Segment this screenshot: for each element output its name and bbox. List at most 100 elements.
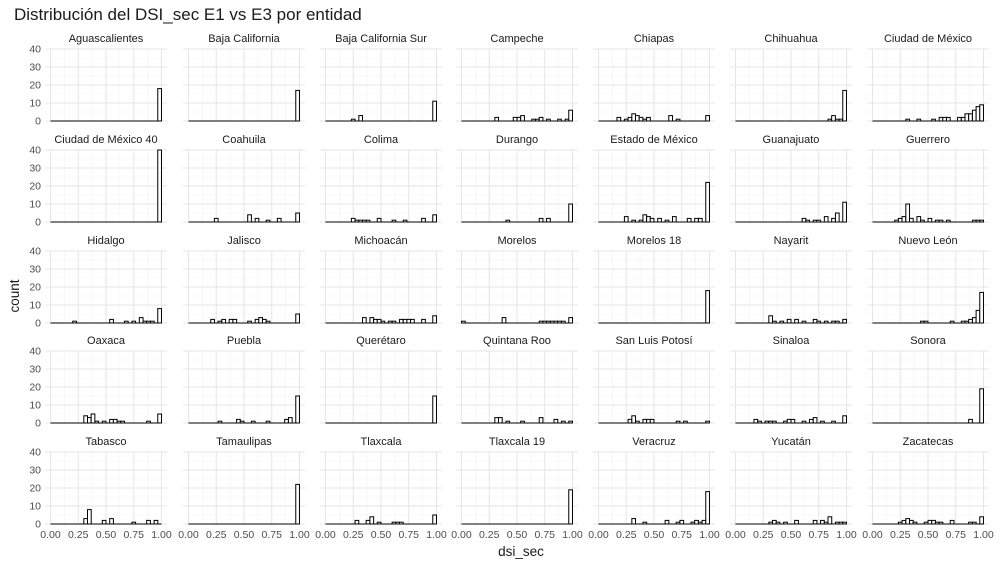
histogram-bar <box>916 118 922 122</box>
histogram-bar <box>157 308 162 324</box>
histogram-bar <box>432 214 437 223</box>
histogram-bar <box>391 521 397 525</box>
histogram-bar <box>432 395 437 424</box>
facet-strip-label: Querétaro <box>356 335 406 347</box>
histogram-bar <box>534 118 540 122</box>
histogram-bar <box>783 420 788 424</box>
facet-strip-label: San Luis Potosí <box>615 335 692 347</box>
histogram-bar <box>635 420 640 424</box>
facet-strip-label: Baja California <box>208 33 280 45</box>
x-tick-label: 0.25 <box>616 529 637 541</box>
histogram-bar <box>842 318 847 324</box>
histogram-bar <box>905 518 911 525</box>
histogram-bar <box>631 113 637 122</box>
facet-strip-label: Ciudad de México 40 <box>54 134 157 146</box>
histogram-bar <box>968 318 973 324</box>
histogram-bar <box>232 318 238 324</box>
facet-strip-label: Nuevo León <box>898 235 957 247</box>
histogram-bar <box>772 420 777 424</box>
histogram-bar <box>897 521 903 525</box>
histogram-bar <box>265 219 271 223</box>
histogram-bar <box>675 420 681 424</box>
facet-strip-label: Tabasco <box>86 436 127 448</box>
facet-strip-label: Tamaulipas <box>216 436 272 448</box>
histogram-bar <box>683 420 688 424</box>
histogram-bar <box>949 519 955 525</box>
histogram-bar <box>265 420 271 424</box>
histogram-bar <box>295 313 300 324</box>
histogram-bar <box>505 219 511 223</box>
histogram-bar <box>402 219 408 223</box>
histogram-bar <box>923 320 929 324</box>
histogram-bar <box>775 521 781 525</box>
x-tick-label: 0.00 <box>588 529 609 541</box>
histogram-bar <box>365 519 371 525</box>
facet-strip-label: Michoacán <box>354 235 407 247</box>
histogram-bar <box>564 118 570 122</box>
facet-panel: Aguascalientes 0 10 20 30 40 <box>29 33 167 128</box>
histogram-bar <box>236 418 241 424</box>
histogram-bar <box>410 318 415 324</box>
facet-panel: Baja California <box>183 33 305 122</box>
histogram-bar <box>501 317 507 324</box>
facet-panel: Quintana Roo <box>456 335 578 424</box>
histogram-bar <box>549 320 555 324</box>
histogram-bar <box>901 216 907 223</box>
facet-panel: Baja California Sur <box>320 33 442 122</box>
facet-strip-label: Guanajuato <box>763 134 820 146</box>
y-tick-label: 20 <box>29 181 41 193</box>
y-tick-label: 40 <box>29 246 41 258</box>
histogram-bar <box>979 388 984 424</box>
histogram-bar <box>538 417 544 424</box>
histogram-bar <box>546 118 551 122</box>
x-tick-label: 0.50 <box>644 529 665 541</box>
facet-panel: Guerrero <box>867 134 989 223</box>
histogram-bar <box>627 116 633 122</box>
histogram-bar <box>153 519 159 525</box>
histogram-bar <box>432 315 437 324</box>
histogram-bar <box>398 521 404 525</box>
facet-panel: Veracruz 0.00 0.25 0.50 0.75 1.00 <box>588 436 720 541</box>
facet-panel: Estado de México <box>593 134 715 223</box>
facet-panel: Yucatán 0.00 0.25 0.50 0.75 1.00 <box>725 436 857 541</box>
histogram-bar <box>512 116 518 122</box>
facet-strip-label: Veracruz <box>632 436 675 448</box>
histogram-bar <box>101 420 107 424</box>
histogram-bar <box>694 519 699 525</box>
histogram-bar <box>668 115 674 122</box>
facet-strip-label: Puebla <box>227 335 262 347</box>
histogram-bar <box>812 519 818 525</box>
x-tick-label: 0.00 <box>178 529 199 541</box>
histogram-bar <box>295 89 300 122</box>
histogram-bar <box>516 116 522 122</box>
histogram-bar <box>109 318 114 324</box>
histogram-bar <box>675 118 681 122</box>
histogram-bar <box>254 318 260 324</box>
histogram-bar <box>217 420 223 424</box>
facet-panel: Tlaxcala 0.00 0.25 0.50 0.75 1.00 <box>315 436 447 541</box>
histogram-bar <box>897 217 903 223</box>
histogram-bar <box>968 418 973 424</box>
histogram-bar <box>461 320 466 324</box>
histogram-bar <box>116 420 122 424</box>
histogram-bar <box>623 118 629 122</box>
facet-strip-label: Aguascalientes <box>69 33 144 45</box>
x-tick-label: 0.75 <box>399 529 420 541</box>
histogram-bar <box>138 317 144 324</box>
histogram-bar <box>221 318 227 324</box>
x-tick-label: 0.75 <box>535 529 556 541</box>
histogram-bar <box>812 417 818 424</box>
facet-panel: Tlaxcala 19 0.00 0.25 0.50 0.75 1.00 <box>451 436 583 541</box>
histogram-bar <box>938 116 944 122</box>
histogram-bar <box>923 521 929 525</box>
histogram-bar <box>560 320 566 324</box>
histogram-bar <box>823 216 829 223</box>
histogram-bar <box>694 217 699 223</box>
facet-panel: Ciudad de México 40 0 10 20 30 40 <box>29 134 167 229</box>
histogram-bar <box>258 317 264 324</box>
histogram-bar <box>631 415 637 424</box>
histogram-bar <box>945 116 951 122</box>
histogram-bar <box>627 418 633 424</box>
histogram-bar <box>638 219 644 223</box>
histogram-bar <box>109 518 114 525</box>
